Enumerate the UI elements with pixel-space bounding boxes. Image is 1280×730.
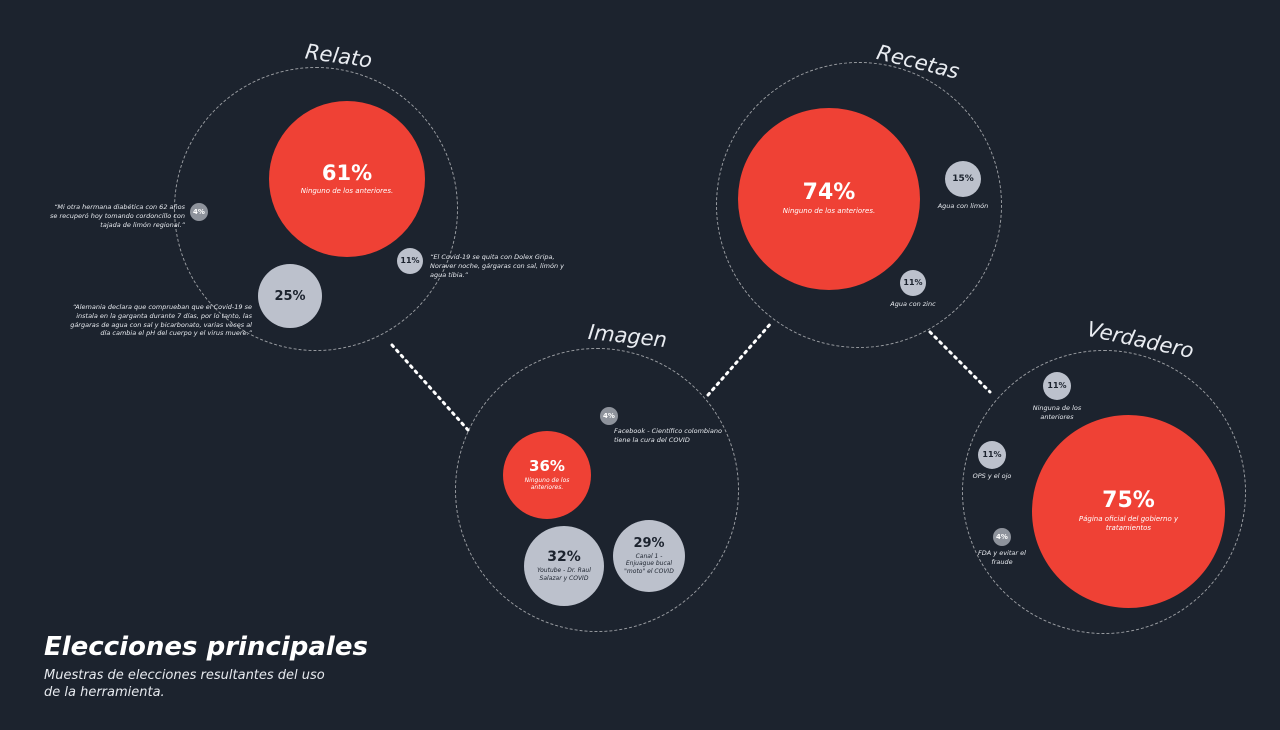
- note-relato-4: “Mi otra hermana diabética con 62 años s…: [50, 203, 185, 229]
- bubble-relato-main: 61% Ninguno de los anteriores.: [269, 101, 425, 257]
- bubble-recetas-15: 15%: [945, 161, 981, 197]
- bubble-imagen-32: 32% Youtube - Dr. Raul Salazar y COVID: [524, 526, 604, 606]
- bubble-label: Página oficial del gobierno y tratamient…: [1078, 515, 1179, 532]
- bubble-relato-11: 11%: [397, 248, 423, 274]
- connector-recetas-verdadero: [928, 330, 992, 394]
- bubble-label: Canal 1 - Enjuague bucal "moto" el COVID: [624, 552, 674, 575]
- bubble-pct: 29%: [633, 535, 665, 551]
- bubble-pct: 4%: [193, 207, 205, 216]
- bubble-pct: 11%: [1047, 381, 1067, 390]
- connector-relato-imagen: [390, 343, 470, 432]
- cluster-ring-relato: [174, 67, 458, 351]
- footer-title: Elecciones principales: [44, 632, 368, 662]
- bubble-verdadero-11a: 11%: [1043, 372, 1071, 400]
- note-imagen-4: Facebook - Científico colombiano tiene l…: [614, 427, 722, 444]
- bubble-label: Ninguno de los anteriores.: [524, 476, 570, 492]
- bubble-pct: 25%: [274, 288, 306, 304]
- note-verdadero-11a: Ninguna de los anteriores: [1032, 404, 1082, 421]
- note-recetas-15: Agua con limón: [937, 202, 989, 210]
- cluster-ring-verdadero: [962, 350, 1246, 634]
- connector-imagen-recetas: [706, 320, 774, 397]
- bubble-relato-4: 4%: [190, 203, 208, 221]
- bubble-verdadero-main: 75% Página oficial del gobierno y tratam…: [1032, 415, 1225, 608]
- bubble-verdadero-4: 4%: [993, 528, 1011, 546]
- bubble-pct: 15%: [952, 173, 974, 184]
- bubble-pct: 75%: [1102, 488, 1155, 514]
- cluster-ring-recetas: [716, 62, 1002, 348]
- bubble-recetas-11: 11%: [900, 270, 926, 296]
- bubble-relato-25: 25%: [258, 264, 322, 328]
- bubble-pct: 61%: [321, 160, 373, 185]
- bubble-pct: 4%: [996, 532, 1008, 541]
- note-relato-11: “El Covid-19 se quita con Dolex Gripa, N…: [430, 253, 564, 279]
- bubble-pct: 11%: [400, 256, 420, 265]
- bubble-pct: 36%: [529, 456, 565, 475]
- bubble-label: Ninguno de los anteriores.: [782, 207, 876, 216]
- bubble-pct: 11%: [982, 450, 1002, 459]
- bubble-pct: 11%: [903, 278, 923, 287]
- bubble-pct: 32%: [547, 549, 581, 565]
- bubble-verdadero-11b: 11%: [978, 441, 1006, 469]
- footer-subtitle: Muestras de elecciones resultantes del u…: [44, 668, 325, 700]
- bubble-imagen-29: 29% Canal 1 - Enjuague bucal "moto" el C…: [613, 520, 685, 592]
- note-relato-25: “Alemania declara que comprueban que el …: [70, 303, 252, 338]
- bubble-pct: 74%: [802, 180, 856, 206]
- bubble-imagen-main: 36% Ninguno de los anteriores.: [503, 431, 591, 519]
- bubble-pct: 4%: [603, 411, 615, 420]
- footer-heading: Elecciones principales Muestras de elecc…: [44, 632, 368, 702]
- note-verdadero-4: FDA y evitar el fraude: [978, 549, 1026, 566]
- note-verdadero-11b: OPS y el ojo: [972, 472, 1012, 480]
- note-recetas-11: Agua con zinc: [890, 300, 936, 308]
- cluster-ring-imagen: [455, 348, 739, 632]
- bubble-recetas-main: 74% Ninguno de los anteriores.: [738, 108, 920, 290]
- bubble-label: Ninguno de los anteriores.: [300, 186, 394, 195]
- bubble-imagen-4: 4%: [600, 407, 618, 425]
- bubble-label: Youtube - Dr. Raul Salazar y COVID: [537, 567, 591, 582]
